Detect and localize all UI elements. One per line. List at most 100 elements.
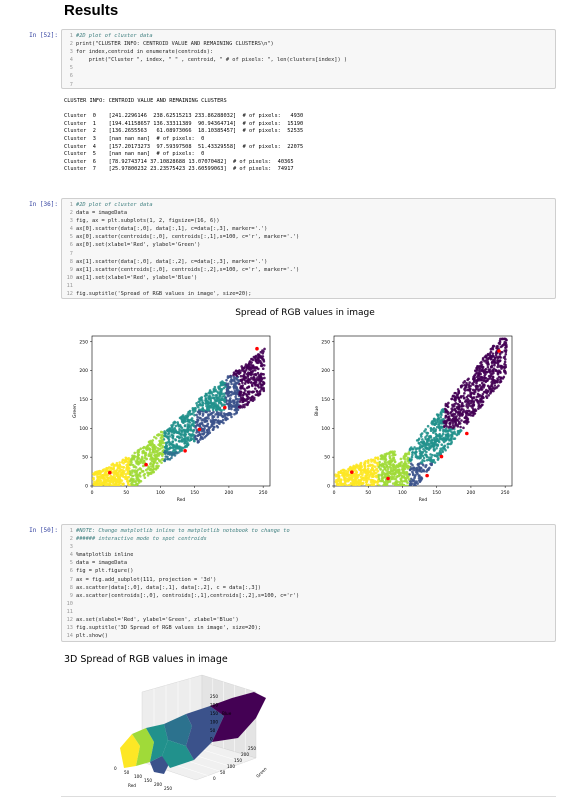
- data-point: [247, 368, 251, 371]
- data-point: [484, 390, 488, 394]
- code-line[interactable]: 6 ax[0].set(xlabel='Red', ylabel='Green'): [62, 241, 555, 249]
- cluster-surface: [164, 714, 192, 746]
- code-line[interactable]: 4 print("Cluster ", index, " " , centroi…: [62, 56, 555, 64]
- code-line[interactable]: 1 #2D plot of cluster data: [62, 201, 555, 209]
- data-point: [398, 480, 402, 484]
- data-point: [247, 362, 251, 366]
- data-point: [230, 415, 233, 419]
- x-tick-label: 150: [190, 490, 199, 496]
- code-text: data = imageData: [76, 210, 128, 217]
- data-point: [418, 456, 421, 460]
- data-point: [99, 475, 103, 478]
- code-line[interactable]: 6: [62, 72, 555, 80]
- code-line[interactable]: 12 ax.set(xlabel='Red', ylabel='Green', z…: [62, 616, 555, 624]
- data-point: [181, 433, 185, 436]
- data-point: [459, 408, 463, 412]
- data-point: [182, 428, 186, 432]
- code-line[interactable]: 10: [62, 600, 555, 608]
- data-point: [224, 396, 228, 399]
- data-point: [239, 398, 243, 401]
- data-point: [452, 437, 456, 441]
- data-point: [465, 404, 468, 408]
- data-point: [487, 394, 490, 397]
- cell-52-prompt: In [52]:: [29, 32, 58, 39]
- data-point: [398, 469, 401, 472]
- data-point: [400, 480, 404, 483]
- code-text: ax = fig.add_subplot(111, projection = '…: [76, 576, 217, 583]
- data-point: [168, 435, 171, 438]
- cell-52-code-input[interactable]: 1 #2D plot of cluster data 2 print("CLUSTER…: [61, 29, 556, 89]
- code-line[interactable]: 9 ax.scatter(centroids[:,0], centroids[:,…: [62, 592, 555, 600]
- data-point: [217, 421, 221, 425]
- code-line[interactable]: 10 ax[1].set(xlabel='Red', ylabel='Blue'): [62, 274, 555, 282]
- data-point: [449, 411, 452, 415]
- data-point: [346, 470, 350, 474]
- code-line[interactable]: 6 fig = plt.figure(): [62, 567, 555, 575]
- data-point: [417, 474, 421, 478]
- data-point: [411, 472, 415, 475]
- code-line[interactable]: 12 fig.suptitle('Spread of RGB values in …: [62, 290, 555, 298]
- data-point: [472, 380, 476, 384]
- data-point: [463, 392, 466, 395]
- code-line[interactable]: 9 ax[1].scatter(centroids[:,0], centroids…: [62, 266, 555, 274]
- data-point: [445, 424, 448, 428]
- code-line[interactable]: 3: [62, 543, 555, 551]
- code-line[interactable]: 4 %matplotlib inline: [62, 551, 555, 559]
- code-line[interactable]: 8 ax[1].scatter(data[:,0], data[:,2], c=d…: [62, 258, 555, 266]
- code-line[interactable]: 2 print("CLUSTER INFO: CENTROID VALUE AND…: [62, 40, 555, 48]
- data-point: [251, 390, 255, 393]
- code-line[interactable]: 5: [62, 64, 555, 72]
- data-point: [192, 439, 196, 443]
- code-line[interactable]: 7 ax = fig.add_subplot(111, projection = …: [62, 576, 555, 584]
- data-point: [414, 453, 418, 456]
- data-point: [421, 438, 424, 441]
- code-line[interactable]: 1 #2D plot of cluster data: [62, 32, 555, 40]
- data-point: [477, 405, 481, 408]
- code-line[interactable]: 5 ax[0].scatter(centroids[:,0], centroids…: [62, 233, 555, 241]
- data-point: [224, 418, 228, 422]
- line-number: 12: [66, 291, 73, 298]
- data-point: [207, 417, 210, 420]
- data-point: [437, 456, 440, 460]
- data-point: [152, 470, 156, 474]
- data-point: [180, 449, 184, 452]
- data-point: [136, 453, 140, 456]
- code-line[interactable]: 5 data = imageData: [62, 559, 555, 567]
- code-line[interactable]: 7: [62, 81, 555, 89]
- data-point: [228, 401, 232, 404]
- cell-36-code-input[interactable]: 1 #2D plot of cluster data 2 data = imageDa…: [61, 198, 556, 299]
- data-point: [149, 457, 152, 461]
- data-point: [170, 430, 174, 434]
- data-point: [172, 428, 176, 431]
- data-point: [262, 358, 265, 362]
- data-point: [130, 463, 133, 466]
- code-line[interactable]: 4 ax[0].scatter(data[:,0], data[:,1], c=d…: [62, 225, 555, 233]
- code-line[interactable]: 2 data = imageData: [62, 209, 555, 217]
- code-line[interactable]: 8 ax.scatter(data[:,0], data[:,1], data[:…: [62, 584, 555, 592]
- code-line[interactable]: 7: [62, 250, 555, 258]
- code-text: ax[1].set(xlabel='Red', ylabel='Blue'): [76, 274, 198, 281]
- code-line[interactable]: 11: [62, 608, 555, 616]
- data-point: [460, 419, 463, 422]
- cell-50-code-input[interactable]: 1 #NOTE: Change matplotlib inline to matp…: [61, 524, 556, 642]
- data-point: [138, 471, 142, 475]
- code-line[interactable]: 14 plt.show(): [62, 632, 555, 640]
- code-text: fig.suptitle('3D Spread of RGB values in…: [76, 625, 261, 632]
- code-line[interactable]: 3 for index,centroid in enumerate(centroi…: [62, 48, 555, 56]
- data-point: [211, 414, 214, 418]
- data-point: [460, 402, 464, 406]
- data-point: [226, 392, 230, 396]
- data-point: [206, 406, 209, 409]
- data-point: [207, 413, 210, 416]
- data-point: [237, 372, 241, 375]
- code-line[interactable]: 3 fig, ax = plt.subplots(1, 2, figsize=(1…: [62, 217, 555, 225]
- data-point: [215, 393, 219, 397]
- data-point: [112, 467, 115, 471]
- cluster-surface: [132, 728, 154, 766]
- code-line[interactable]: 11: [62, 282, 555, 290]
- data-point: [458, 422, 462, 425]
- code-line[interactable]: 13 fig.suptitle('3D Spread of RGB values …: [62, 624, 555, 632]
- data-point: [416, 482, 419, 485]
- code-line[interactable]: 1 #NOTE: Change matplotlib inline to matp…: [62, 527, 555, 535]
- code-line[interactable]: 2 ###### interactive mode to spot centroi…: [62, 535, 555, 543]
